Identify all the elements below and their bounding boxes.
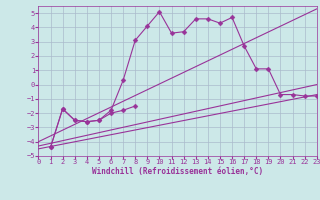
X-axis label: Windchill (Refroidissement éolien,°C): Windchill (Refroidissement éolien,°C): [92, 167, 263, 176]
